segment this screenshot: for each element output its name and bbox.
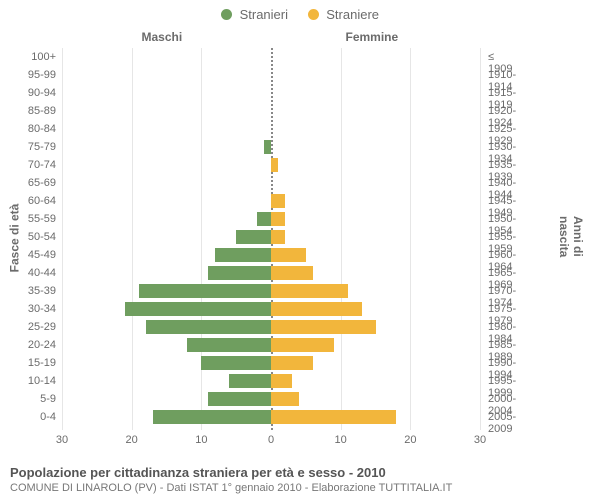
bar-female — [271, 356, 313, 370]
bar-male — [229, 374, 271, 388]
age-label: 25-29 — [14, 321, 56, 333]
age-label: 30-34 — [14, 303, 56, 315]
legend-label-female: Straniere — [326, 7, 379, 22]
x-tick: 10 — [195, 434, 207, 446]
gridline — [410, 48, 411, 430]
age-label: 20-24 — [14, 339, 56, 351]
pyramid-area: 30201001020300-42005-20095-92000-200410-… — [62, 48, 480, 430]
age-label: 60-64 — [14, 195, 56, 207]
bar-male — [236, 230, 271, 244]
bar-male — [187, 338, 271, 352]
age-label: 55-59 — [14, 213, 56, 225]
age-label: 80-84 — [14, 123, 56, 135]
bar-male — [215, 248, 271, 262]
bar-female — [271, 248, 306, 262]
age-label: 5-9 — [14, 393, 56, 405]
age-label: 45-49 — [14, 249, 56, 261]
bar-male — [201, 356, 271, 370]
x-tick: 0 — [268, 434, 274, 446]
bar-female — [271, 302, 362, 316]
legend-item-male: Stranieri — [221, 6, 292, 21]
bar-female — [271, 338, 334, 352]
bar-female — [271, 266, 313, 280]
age-label: 100+ — [14, 51, 56, 63]
age-label: 40-44 — [14, 267, 56, 279]
legend-label-male: Stranieri — [240, 7, 288, 22]
legend: Stranieri Straniere — [0, 6, 600, 22]
age-label: 90-94 — [14, 87, 56, 99]
footer-title: Popolazione per cittadinanza straniera p… — [10, 465, 590, 480]
footer-subtitle: COMUNE DI LINAROLO (PV) - Dati ISTAT 1° … — [10, 482, 590, 494]
age-label: 65-69 — [14, 177, 56, 189]
bar-female — [271, 194, 285, 208]
bar-female — [271, 230, 285, 244]
x-tick: 10 — [335, 434, 347, 446]
bar-female — [271, 158, 278, 172]
bar-female — [271, 284, 348, 298]
header-female: Femmine — [346, 30, 399, 44]
header-male: Maschi — [142, 30, 183, 44]
age-label: 70-74 — [14, 159, 56, 171]
x-tick: 30 — [56, 434, 68, 446]
x-tick: 20 — [404, 434, 416, 446]
chart-plot: Maschi Femmine Fasce di età Anni di nasc… — [0, 30, 600, 450]
gridline — [341, 48, 342, 430]
y-axis-title-right: Anni di nascita — [557, 216, 585, 274]
bar-female — [271, 320, 376, 334]
age-label: 75-79 — [14, 141, 56, 153]
legend-swatch-female — [308, 9, 319, 20]
bar-male — [208, 392, 271, 406]
age-label: 50-54 — [14, 231, 56, 243]
age-label: 15-19 — [14, 357, 56, 369]
bar-male — [264, 140, 271, 154]
chart-footer: Popolazione per cittadinanza straniera p… — [10, 465, 590, 494]
bar-male — [125, 302, 271, 316]
gridline — [62, 48, 63, 430]
age-label: 35-39 — [14, 285, 56, 297]
bar-female — [271, 410, 396, 424]
bar-male — [257, 212, 271, 226]
legend-swatch-male — [221, 9, 232, 20]
gridline — [132, 48, 133, 430]
bar-female — [271, 212, 285, 226]
age-label: 10-14 — [14, 375, 56, 387]
gridline — [480, 48, 481, 430]
bar-male — [146, 320, 271, 334]
bar-female — [271, 374, 292, 388]
birth-label: ≤ 1909 — [488, 51, 512, 75]
bar-female — [271, 392, 299, 406]
gridline — [201, 48, 202, 430]
bar-male — [139, 284, 271, 298]
x-tick: 30 — [474, 434, 486, 446]
legend-item-female: Straniere — [308, 6, 379, 21]
x-tick: 20 — [126, 434, 138, 446]
bar-male — [153, 410, 271, 424]
bar-male — [208, 266, 271, 280]
age-label: 85-89 — [14, 105, 56, 117]
age-label: 95-99 — [14, 69, 56, 81]
age-label: 0-4 — [14, 411, 56, 423]
